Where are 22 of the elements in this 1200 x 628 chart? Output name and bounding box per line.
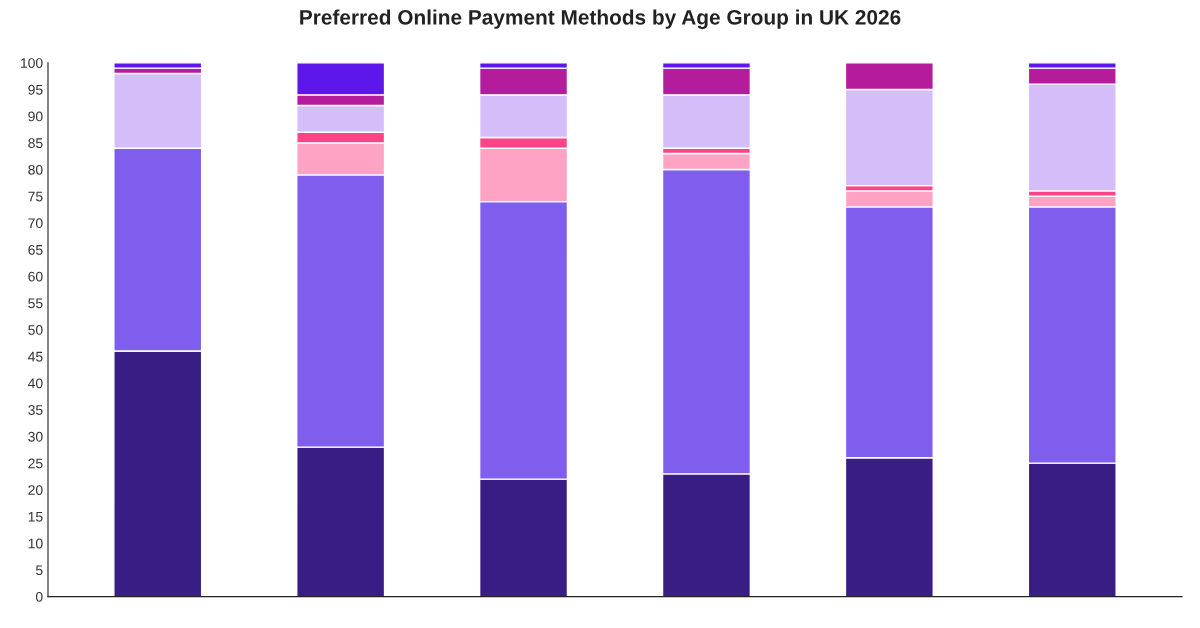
y-tick-label: 70: [28, 218, 43, 229]
y-tick-label: 100: [21, 58, 43, 68]
y-tick-label: 0: [35, 591, 43, 602]
y-tick-label: 55: [28, 298, 43, 309]
y-tick-label: 50: [28, 325, 43, 335]
y-tick-label: 30: [28, 431, 43, 442]
y-tick-label: 20: [28, 485, 43, 496]
y-tick-label: 90: [28, 111, 43, 122]
y-tick-label: 75: [28, 191, 43, 202]
y-tick-label: 65: [28, 244, 43, 255]
y-tick-label: 85: [28, 138, 43, 149]
y-tick-label: 40: [28, 378, 43, 389]
y-tick-label: 45: [28, 351, 43, 362]
y-tick-label: 10: [28, 538, 43, 549]
y-tick-label: 35: [28, 405, 43, 415]
y-tick-label: 60: [28, 271, 43, 282]
y-tick-label: 5: [35, 565, 43, 576]
y-tick-label: 80: [28, 164, 43, 175]
y-tick-label: 25: [28, 458, 43, 469]
y-tick-label: 15: [28, 512, 43, 522]
y-tick-label: 95: [28, 84, 43, 95]
chart-title: Preferred Online Payment Methods by Age Group in UK 2026: [300, 9, 901, 29]
